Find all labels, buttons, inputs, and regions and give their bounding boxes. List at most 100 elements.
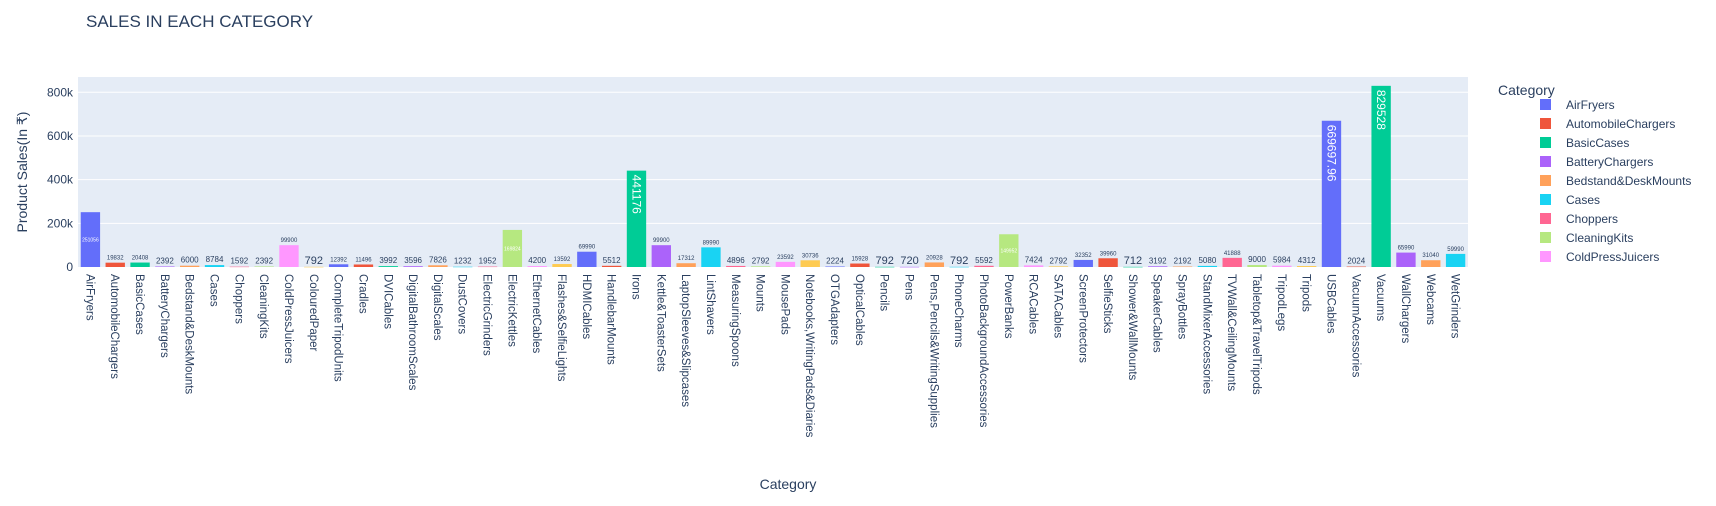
bar-value-label: 11496 [355, 257, 372, 263]
bar[interactable] [1123, 266, 1143, 268]
bar-value-label: 792 [876, 255, 894, 267]
bar-value-label: 17312 [678, 256, 695, 262]
bar[interactable] [974, 265, 994, 267]
bar-value-label: 169824 [504, 246, 521, 252]
x-tick-label: SelfieSticks [1101, 274, 1113, 334]
bar-value-label: 792 [950, 255, 968, 267]
bar[interactable] [626, 170, 647, 267]
bar[interactable] [875, 266, 895, 268]
bar[interactable] [726, 265, 746, 267]
x-axis-ticks: AirFryers AutomobileChargers BasicCases Bat… [83, 274, 1460, 438]
bar[interactable] [80, 212, 101, 267]
y-tick-label: 400k [47, 173, 74, 187]
bar-value-label: 829528 [1374, 90, 1388, 130]
bar[interactable] [1247, 265, 1267, 267]
bar[interactable] [328, 264, 349, 267]
x-tick-label: ElectricKettles [505, 274, 517, 347]
bar[interactable] [850, 263, 870, 267]
legend-item[interactable]: CleaningKits [1540, 231, 1633, 245]
bar[interactable] [105, 262, 125, 267]
bar[interactable] [676, 263, 696, 267]
bar-value-label: 1952 [479, 257, 497, 266]
bar-value-label: 3596 [404, 256, 422, 265]
legend-item[interactable]: Bedstand&DeskMounts [1540, 174, 1691, 188]
bar[interactable] [1296, 266, 1317, 267]
bar[interactable] [1272, 265, 1292, 267]
x-tick-label: BatteryChargers [158, 274, 170, 358]
bar[interactable] [1048, 266, 1069, 267]
bar[interactable] [1222, 257, 1242, 267]
legend-swatch [1540, 213, 1551, 224]
bar[interactable] [502, 229, 523, 267]
x-tick-label: Shower&WallMounts [1126, 274, 1138, 381]
bar-value-label: 20928 [926, 255, 943, 261]
bar-value-label: 30736 [802, 253, 819, 259]
x-tick-label: DustCovers [456, 274, 468, 334]
bar[interactable] [477, 266, 498, 268]
bar[interactable] [254, 266, 274, 267]
bar[interactable] [924, 262, 945, 267]
bar[interactable] [229, 266, 250, 268]
bar[interactable] [279, 245, 299, 267]
bar[interactable] [1023, 265, 1044, 267]
bar[interactable] [378, 266, 398, 267]
bar[interactable] [204, 265, 225, 267]
bar[interactable] [180, 265, 200, 267]
bar[interactable] [1346, 266, 1366, 268]
bar[interactable] [552, 264, 572, 267]
legend-item[interactable]: BasicCases [1540, 136, 1629, 150]
bar-value-label: 99900 [653, 238, 670, 244]
bar[interactable] [651, 245, 671, 267]
legend-item[interactable]: Cases [1540, 193, 1600, 207]
legend-item[interactable]: AirFryers [1540, 98, 1615, 112]
bar[interactable] [1073, 259, 1093, 267]
bar[interactable] [1396, 252, 1416, 267]
bar[interactable] [1421, 260, 1441, 267]
x-tick-label: TripodLegs [1275, 274, 1287, 331]
bar[interactable] [1321, 120, 1342, 267]
bar[interactable] [428, 265, 448, 267]
x-tick-label: Irons [629, 274, 641, 300]
x-tick-label: USBCables [1324, 274, 1336, 334]
x-tick-label: Notebooks,WritingPads&Diaries [803, 274, 815, 438]
bar-value-label: 2392 [255, 256, 273, 265]
legend-swatch [1540, 118, 1551, 129]
legend-title: Category [1498, 82, 1555, 98]
x-tick-label: Cradles [356, 274, 368, 314]
legend-item[interactable]: BatteryChargers [1540, 155, 1653, 169]
bar[interactable] [577, 251, 597, 267]
bar[interactable] [750, 266, 771, 267]
bar[interactable] [1197, 265, 1218, 267]
bar[interactable] [353, 264, 374, 267]
legend-item[interactable]: AutomobileChargers [1540, 117, 1675, 131]
x-tick-label: SprayBottles [1176, 274, 1188, 339]
legend-swatch [1540, 137, 1551, 148]
bar-value-label: 65990 [1398, 246, 1415, 252]
bar-value-label: 32352 [1075, 253, 1092, 259]
legend-items[interactable]: AirFryers AutomobileChargers BasicCases Bat… [1540, 98, 1691, 264]
bar[interactable] [155, 266, 175, 267]
bar[interactable] [949, 266, 969, 268]
bar[interactable] [130, 262, 150, 267]
bar[interactable] [825, 266, 845, 268]
bar[interactable] [527, 266, 547, 267]
legend-item[interactable]: ColdPressJuicers [1540, 250, 1659, 264]
bar[interactable] [899, 266, 920, 268]
legend-item[interactable]: Choppers [1540, 212, 1618, 226]
bar[interactable] [304, 266, 324, 268]
bar[interactable] [1172, 266, 1193, 268]
bar[interactable] [601, 265, 622, 267]
bar[interactable] [1445, 253, 1466, 267]
bar[interactable] [999, 234, 1019, 267]
bar[interactable] [453, 266, 473, 268]
bar[interactable] [800, 260, 820, 267]
bar[interactable] [403, 266, 423, 267]
bar[interactable] [701, 247, 721, 267]
legend[interactable]: Category AirFryers AutomobileChargers Basi… [1498, 82, 1691, 264]
bar[interactable] [1371, 85, 1391, 267]
bar[interactable] [1098, 258, 1118, 267]
bar[interactable] [775, 261, 796, 267]
x-tick-label: PhotoBackgroundAccessories [977, 274, 989, 428]
bar[interactable] [1148, 266, 1168, 267]
